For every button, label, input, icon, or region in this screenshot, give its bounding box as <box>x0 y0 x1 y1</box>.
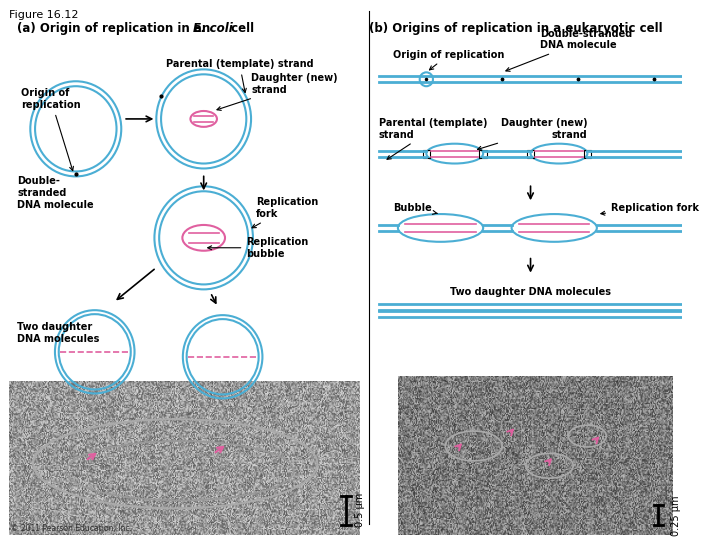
Text: Replication fork: Replication fork <box>601 203 699 215</box>
Text: cell: cell <box>228 22 254 35</box>
Text: Replication
bubble: Replication bubble <box>207 237 309 259</box>
Text: (b) Origins of replication in a eukaryotic cell: (b) Origins of replication in a eukaryot… <box>369 22 663 35</box>
Text: 0.5 μm: 0.5 μm <box>355 493 365 528</box>
Text: Daughter (new)
strand: Daughter (new) strand <box>477 118 588 150</box>
Text: © 2011 Pearson Education, Inc.: © 2011 Pearson Education, Inc. <box>12 524 132 533</box>
Text: Bubble: Bubble <box>393 203 438 214</box>
Bar <box>527 150 534 158</box>
Text: E. coli: E. coli <box>193 22 233 35</box>
Text: Replication
fork: Replication fork <box>252 197 318 228</box>
Text: Parental (template)
strand: Parental (template) strand <box>379 118 487 159</box>
Text: Origin of
replication: Origin of replication <box>21 89 81 171</box>
Text: Daughter (new)
strand: Daughter (new) strand <box>217 73 338 110</box>
Text: (a) Origin of replication in an: (a) Origin of replication in an <box>17 22 215 35</box>
Text: Origin of replication: Origin of replication <box>393 50 505 70</box>
Bar <box>423 150 430 158</box>
Bar <box>584 150 591 158</box>
Text: Parental (template) strand: Parental (template) strand <box>166 59 313 92</box>
Text: Double-
stranded
DNA molecule: Double- stranded DNA molecule <box>17 177 94 210</box>
Text: Two daughter
DNA molecules: Two daughter DNA molecules <box>17 322 99 343</box>
Text: 0.25 μm: 0.25 μm <box>671 495 680 536</box>
Bar <box>480 150 487 158</box>
Text: Figure 16.12: Figure 16.12 <box>9 10 79 20</box>
Text: Double-stranded
DNA molecule: Double-stranded DNA molecule <box>506 29 632 71</box>
Text: Two daughter DNA molecules: Two daughter DNA molecules <box>450 287 611 298</box>
